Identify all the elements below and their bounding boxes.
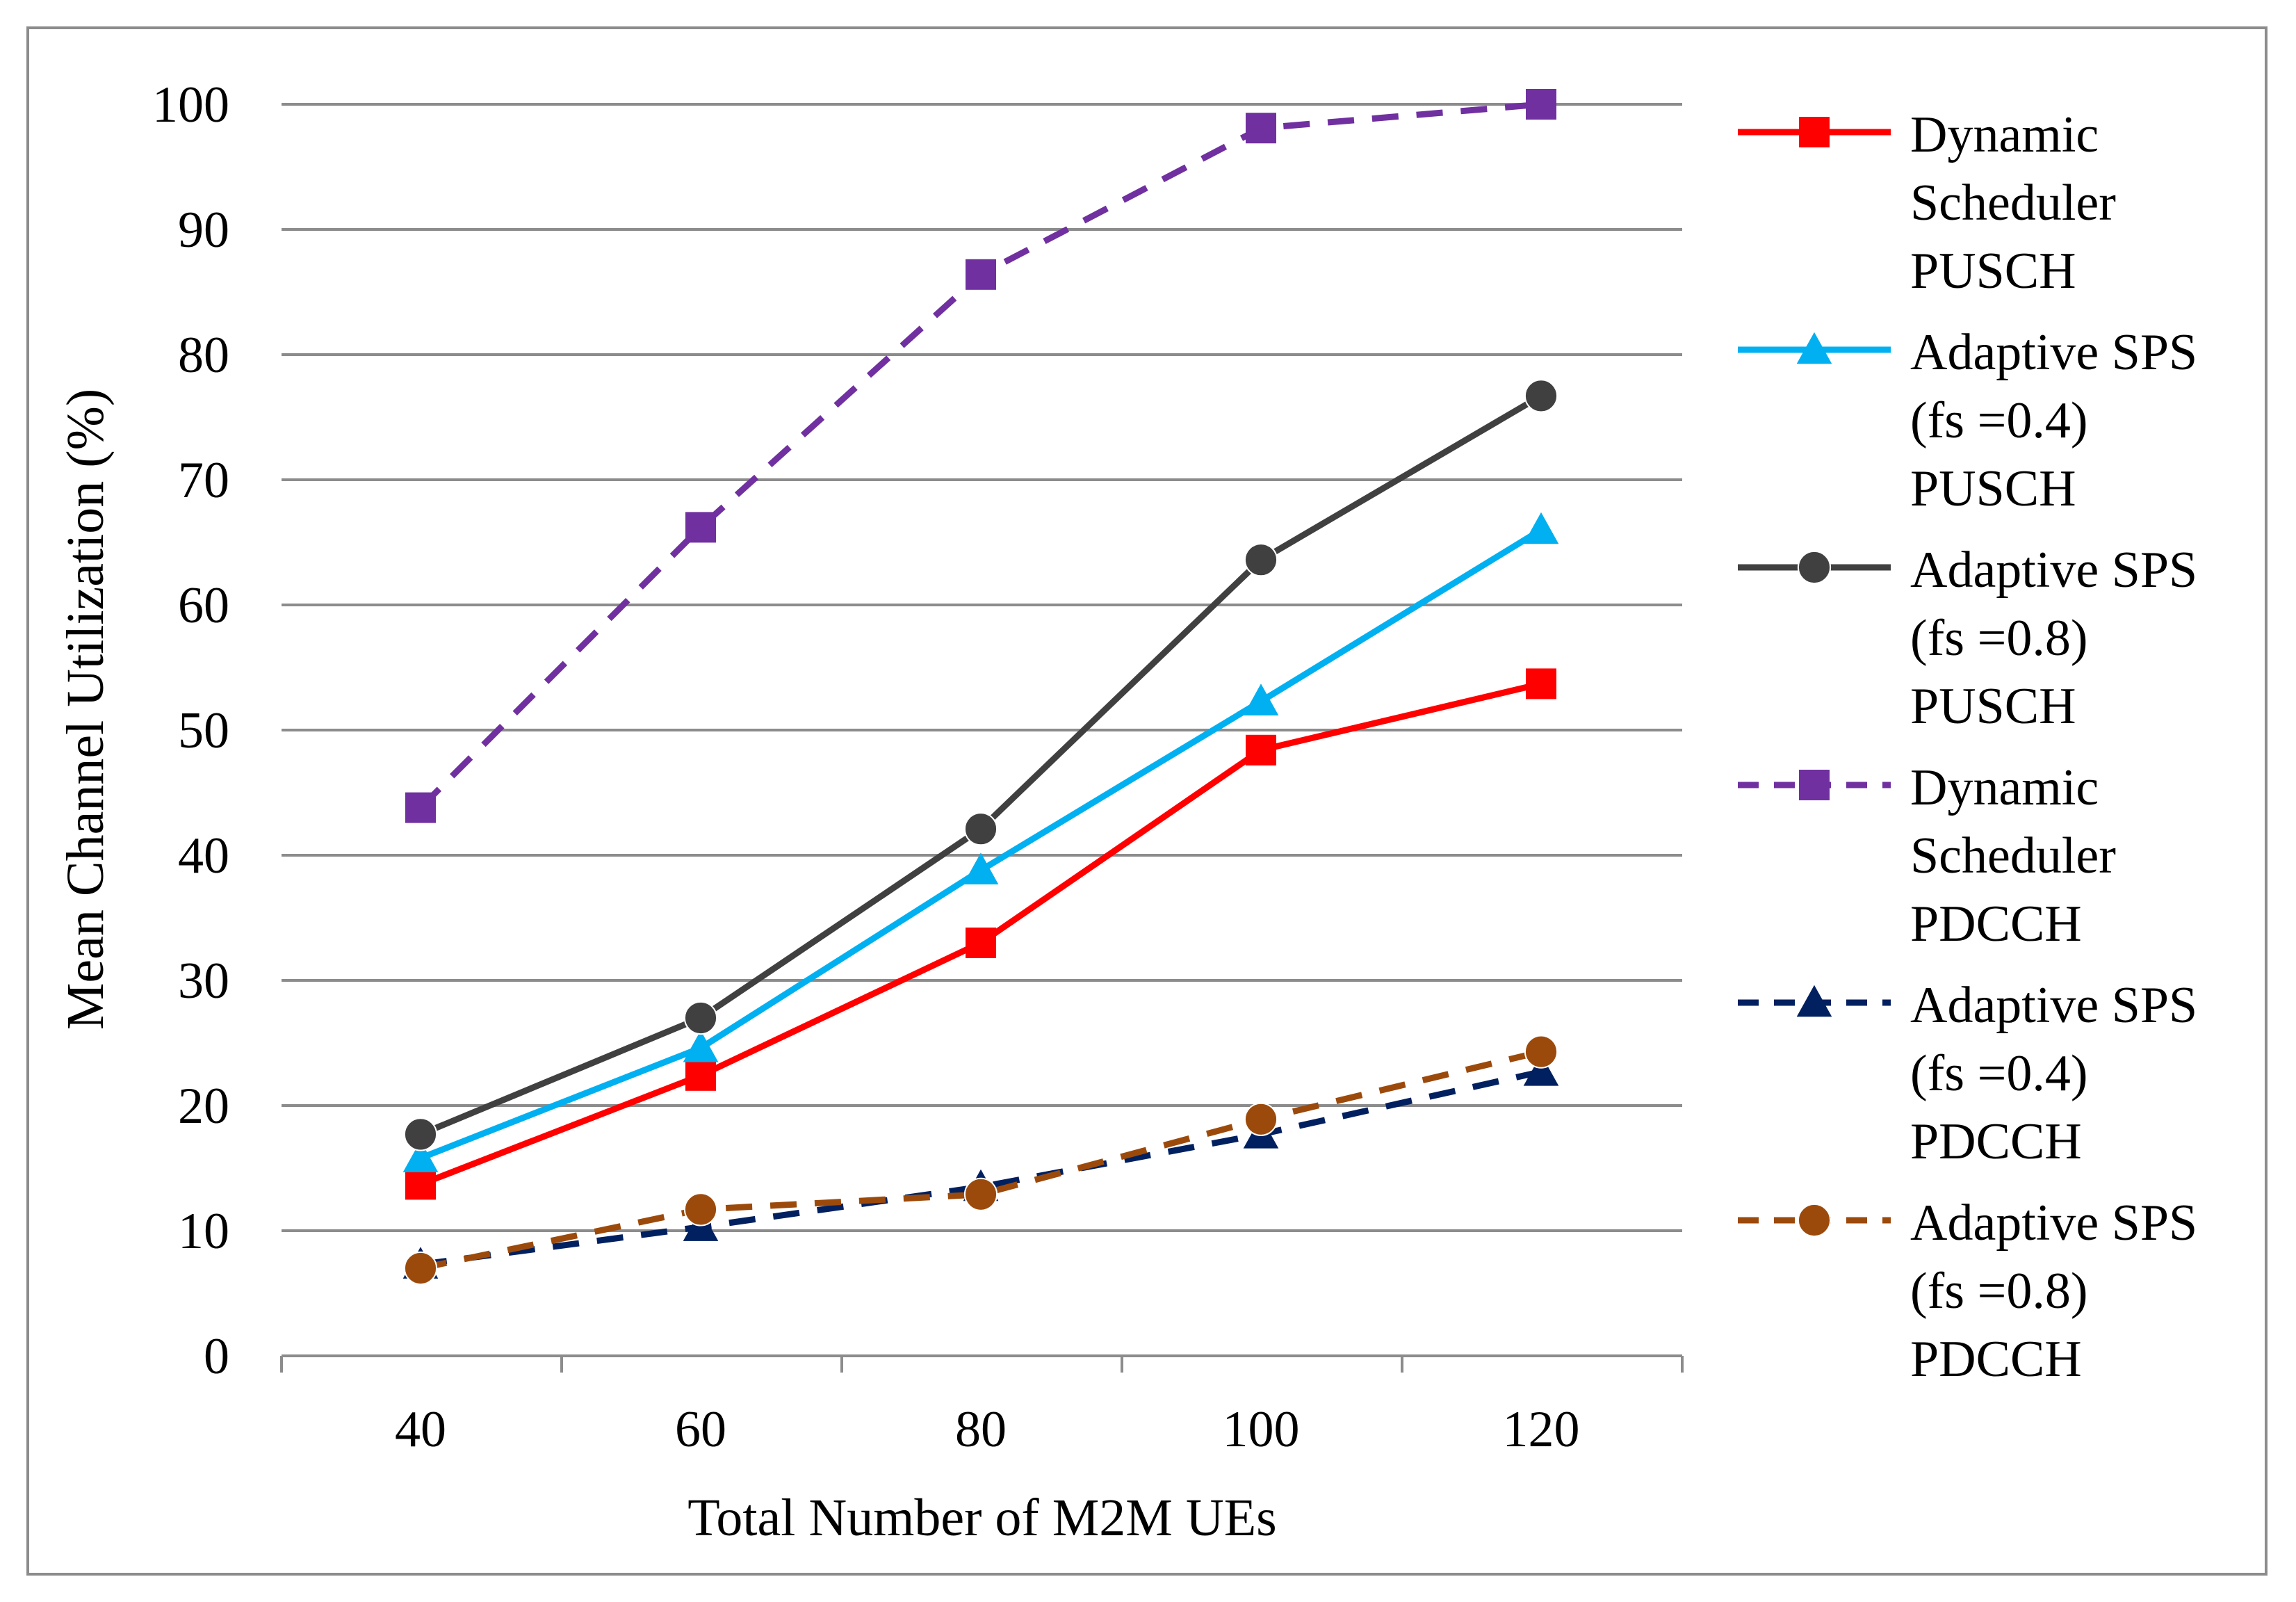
data-point: [1524, 379, 1558, 413]
data-point: [683, 1030, 719, 1062]
legend-entry-2: Adaptive SPS (fs =0.8) PUSCH: [1738, 542, 2197, 735]
legend-entry-5: Adaptive SPS (fs =0.8) PDCCH: [1738, 1195, 2197, 1388]
data-point: [963, 1177, 998, 1211]
data-point: [1524, 1035, 1558, 1069]
data-point: [402, 1140, 439, 1172]
x-tick-label: 120: [1503, 1401, 1580, 1458]
legend-marker: [1796, 985, 1832, 1017]
y-tick-label: 60: [178, 577, 229, 634]
y-tick-label: 100: [152, 76, 229, 134]
data-point: [1526, 668, 1556, 699]
axes: 0 10 20 30 40 50 60 70 80 90 100 40 60 80 100 120: [152, 76, 1684, 1458]
data-point: [1523, 1054, 1559, 1086]
series-1: [402, 512, 1559, 1172]
legend-marker: [1797, 550, 1832, 585]
series-5: [403, 1035, 1558, 1286]
legend-label: PDCCH: [1910, 1113, 2082, 1170]
legend-marker: [1799, 117, 1830, 147]
legend-label: Adaptive SPS: [1910, 977, 2197, 1034]
legend-label: Adaptive SPS: [1910, 1195, 2197, 1252]
legend-label: PUSCH: [1910, 678, 2076, 735]
x-axis-title: Total Number of M2M UEs: [687, 1489, 1276, 1547]
legend-label: (fs =0.8): [1910, 1263, 2087, 1320]
legend-label: Scheduler: [1910, 827, 2116, 884]
series-line: [420, 1049, 1542, 1272]
series-3: [405, 89, 1556, 823]
legend-label: Dynamic: [1910, 759, 2099, 816]
legend-label: Adaptive SPS: [1910, 542, 2197, 599]
x-tick-label: 80: [955, 1401, 1007, 1458]
y-tick-label: 0: [204, 1328, 229, 1385]
legend-marker: [1797, 1203, 1832, 1238]
data-point: [1243, 683, 1279, 715]
data-point: [963, 812, 998, 846]
legend-entry-3: Dynamic Scheduler PDCCH: [1738, 759, 2116, 953]
data-point: [1526, 89, 1556, 120]
x-tick-label: 100: [1223, 1401, 1300, 1458]
data-point: [966, 259, 996, 290]
data-point: [403, 1117, 438, 1151]
y-tick-label: 20: [178, 1078, 229, 1135]
data-point: [963, 852, 999, 884]
data-point: [405, 1169, 436, 1200]
y-tick-label: 30: [178, 953, 229, 1010]
legend-label: PUSCH: [1910, 460, 2076, 517]
y-tick-label: 70: [178, 452, 229, 509]
legend-label: PUSCH: [1910, 243, 2076, 300]
y-axis-title: Mean Channel Utilization (%): [56, 389, 115, 1030]
chart-frame: [26, 26, 2267, 1576]
series-layer: [402, 89, 1559, 1286]
y-tick-label: 50: [178, 702, 229, 759]
legend-label: (fs =0.8): [1910, 610, 2087, 667]
data-point: [1244, 543, 1278, 577]
data-point: [683, 1001, 718, 1035]
data-point: [685, 1060, 716, 1091]
data-point: [1523, 512, 1559, 544]
data-point: [405, 792, 436, 823]
series-2: [403, 379, 1558, 1151]
data-point: [685, 512, 716, 543]
data-point: [683, 1192, 718, 1227]
series-0: [405, 668, 1556, 1200]
legend-entry-0: Dynamic Scheduler PUSCH: [1738, 106, 2116, 300]
legend-marker: [1796, 332, 1832, 364]
gridlines: [282, 103, 1682, 1232]
y-tick-label: 80: [178, 327, 229, 384]
legend: Dynamic Scheduler PUSCH Adaptive SPS (fs =0.…: [1738, 106, 2197, 1388]
legend-entry-1: Adaptive SPS (fs =0.4) PUSCH: [1738, 324, 2197, 517]
x-tick-label: 40: [395, 1401, 446, 1458]
series-line: [418, 101, 1542, 810]
legend-label: (fs =0.4): [1910, 1045, 2087, 1102]
data-point: [1244, 1102, 1278, 1136]
legend-entry-4: Adaptive SPS (fs =0.4) PDCCH: [1738, 977, 2197, 1170]
series-line: [419, 393, 1543, 1138]
data-point: [1246, 113, 1276, 144]
legend-label: (fs =0.4): [1910, 392, 2087, 449]
series-line: [420, 1069, 1542, 1268]
y-tick-label: 40: [178, 827, 229, 884]
y-tick-label: 90: [178, 202, 229, 259]
legend-label: Adaptive SPS: [1910, 324, 2197, 381]
y-tick-label: 10: [178, 1203, 229, 1260]
legend-label: PDCCH: [1910, 1331, 2082, 1388]
legend-label: Dynamic: [1910, 106, 2099, 163]
legend-marker: [1799, 770, 1830, 800]
x-tick-label: 60: [675, 1401, 726, 1458]
legend-label: PDCCH: [1910, 896, 2082, 953]
data-point: [403, 1251, 438, 1286]
data-point: [966, 928, 996, 958]
data-point: [1246, 734, 1276, 766]
legend-label: Scheduler: [1910, 175, 2116, 232]
